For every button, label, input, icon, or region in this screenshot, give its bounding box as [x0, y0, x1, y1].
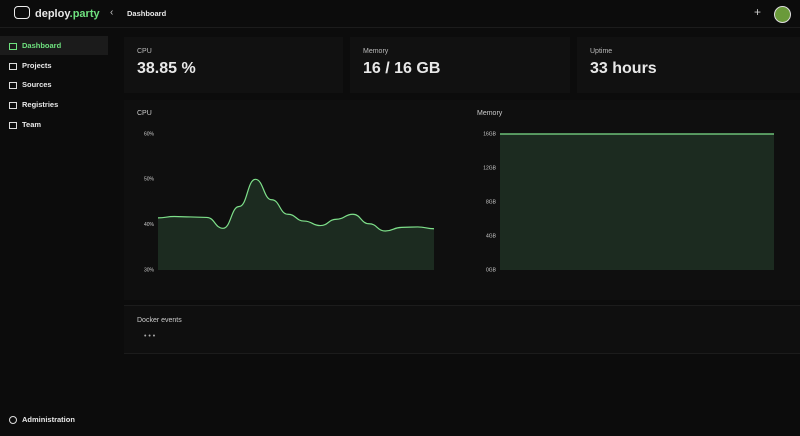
nav-icon: [9, 416, 17, 424]
chart-title: Memory: [477, 110, 503, 117]
nav-icon: [9, 43, 17, 50]
y-tick-label: 50%: [144, 177, 155, 183]
stat-value: 33 hours: [590, 60, 657, 77]
page-title: Dashboard: [127, 9, 167, 18]
y-tick-label: 12GB: [483, 165, 496, 171]
stat-card: Uptime 33 hours: [577, 37, 800, 93]
nav-icon: [9, 121, 17, 129]
events-title: Docker events: [137, 317, 182, 324]
stat-card: Memory 16 / 16 GB: [350, 37, 570, 93]
brand-name: deploy: [35, 8, 70, 20]
nav-item[interactable]: Registries: [22, 100, 59, 110]
nav-icon: [9, 82, 17, 90]
y-tick-label: 16GB: [483, 131, 496, 137]
events-loading: • • •: [144, 333, 156, 340]
stat-label: Uptime: [590, 48, 613, 55]
nav-icon: [9, 102, 17, 110]
stat-value: 16 / 16 GB: [363, 60, 441, 77]
y-tick-label: 30%: [144, 267, 155, 273]
nav-item[interactable]: Sources: [22, 80, 52, 90]
stat-label: Memory: [363, 48, 389, 55]
nav-item[interactable]: Projects: [22, 60, 52, 70]
add-button[interactable]: +: [754, 5, 762, 19]
nav-item[interactable]: Dashboard: [0, 36, 108, 55]
back-button[interactable]: ‹: [110, 7, 114, 18]
brand[interactable]: deploy.party: [14, 6, 100, 20]
nav-icon: [9, 62, 17, 70]
y-tick-label: 60%: [144, 131, 155, 137]
events-panel: Docker events • • •: [124, 305, 800, 354]
divider: [0, 27, 800, 28]
nav-item[interactable]: Team: [22, 119, 42, 129]
y-tick-label: 8GB: [486, 199, 497, 205]
stat-value: 38.85 %: [137, 60, 196, 77]
area: [158, 179, 434, 270]
y-tick-label: 4GB: [486, 233, 497, 239]
chart-title: CPU: [137, 110, 152, 117]
stat-label: CPU: [137, 48, 152, 55]
line: [157, 178, 435, 232]
brand-suffix: .party: [69, 8, 100, 20]
stat-card: CPU 38.85 %: [124, 37, 343, 93]
y-tick-label: 40%: [144, 222, 155, 228]
nav-item[interactable]: Administration: [22, 415, 75, 424]
area: [500, 134, 774, 270]
avatar[interactable]: [774, 6, 791, 23]
y-tick-label: 0GB: [486, 267, 497, 273]
